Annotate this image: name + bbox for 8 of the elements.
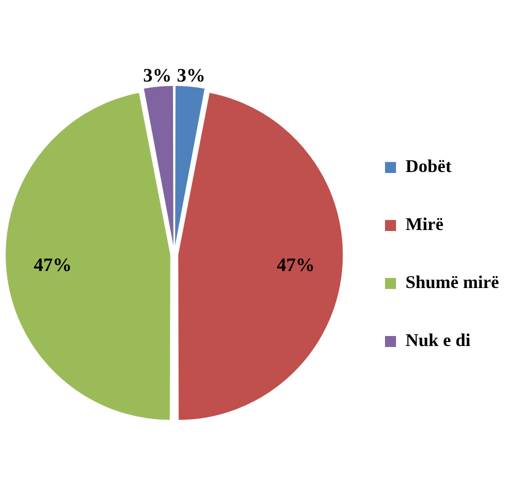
legend-label: Dobët [406,156,452,176]
data-label: 3% [143,65,172,86]
legend-label: Nuk e di [406,330,471,350]
data-label: 47% [276,254,315,276]
data-label: 3% [176,65,206,86]
legend-label: Shumë mirë [406,272,500,292]
data-label: 47% [34,254,72,276]
legend-label: Mirë [406,214,444,234]
